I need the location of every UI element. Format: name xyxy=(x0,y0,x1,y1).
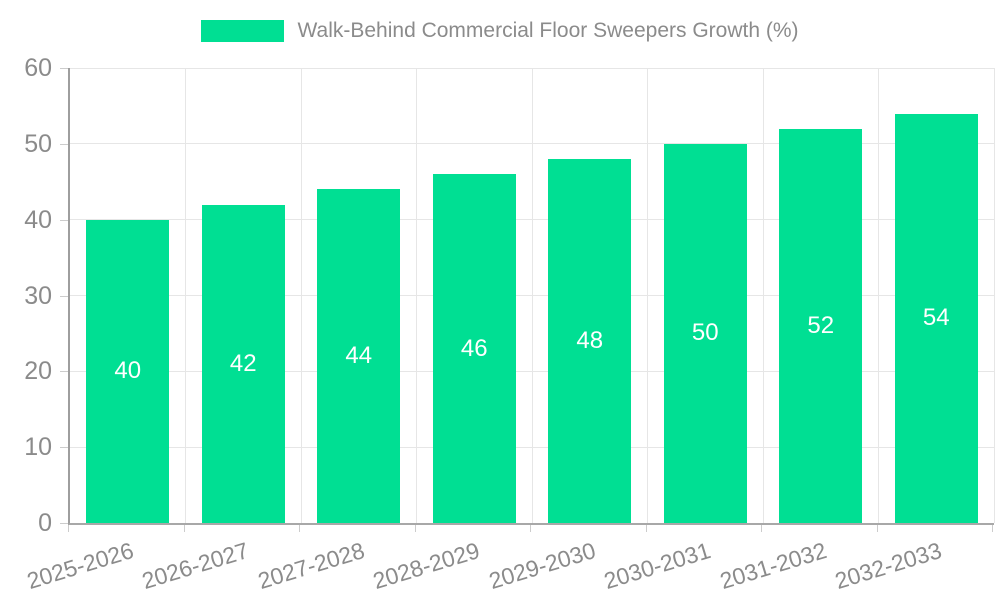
y-axis-tick xyxy=(60,68,68,69)
bar-value-label: 42 xyxy=(229,349,257,377)
y-tick-label-60: 60 xyxy=(24,54,52,82)
x-axis-tick xyxy=(68,525,69,532)
v-gridline-8 xyxy=(993,68,995,523)
v-gridline-6 xyxy=(762,68,764,523)
v-gridline-7 xyxy=(878,68,879,523)
x-axis-tick xyxy=(876,525,878,532)
bar-2029-2030[interactable]: 48 xyxy=(548,159,632,523)
legend[interactable]: Walk-Behind Commercial Floor Sweepers Gr… xyxy=(0,14,1000,48)
y-axis-tick xyxy=(60,295,68,297)
x-tick-label-2025-2026: 2025-2026 xyxy=(23,537,137,595)
y-axis-tick xyxy=(60,371,68,373)
x-axis-tick xyxy=(414,525,416,532)
bar-value-label: 54 xyxy=(922,304,950,332)
bar-value-label: 52 xyxy=(807,311,835,339)
x-tick-label-2027-2028: 2027-2028 xyxy=(254,537,368,595)
x-tick-label-2032-2033: 2032-2033 xyxy=(832,537,945,595)
y-tick-label-10: 10 xyxy=(24,433,52,462)
bar-2032-2033[interactable]: 54 xyxy=(894,113,978,523)
x-tick-label-2026-2027: 2026-2027 xyxy=(139,537,252,595)
x-tick-label-2030-2031: 2030-2031 xyxy=(601,537,714,595)
v-gridline-1 xyxy=(185,68,186,523)
v-gridline-5 xyxy=(647,68,648,523)
bar-value-label: 50 xyxy=(691,319,719,347)
bar-2025-2026[interactable]: 40 xyxy=(86,219,170,523)
x-tick-label-2029-2030: 2029-2030 xyxy=(485,537,599,595)
x-tick-label-2031-2032: 2031-2032 xyxy=(716,537,830,595)
v-gridline-4 xyxy=(531,68,533,523)
bar-2027-2028[interactable]: 44 xyxy=(317,189,401,523)
bar-2030-2031[interactable]: 50 xyxy=(663,143,747,523)
x-axis-tick xyxy=(645,525,647,532)
plot-area: 40 42 44 46 48 50 52 54 xyxy=(68,67,995,525)
y-tick-label-30: 30 xyxy=(24,281,52,310)
bar-2028-2029[interactable]: 46 xyxy=(432,174,516,523)
bar-value-label: 40 xyxy=(114,357,142,385)
x-axis-tick xyxy=(530,525,531,532)
y-axis-tick xyxy=(60,523,68,524)
v-gridline-2 xyxy=(300,68,302,523)
y-axis-tick xyxy=(60,143,68,145)
y-tick-label-40: 40 xyxy=(24,205,52,234)
y-tick-label-50: 50 xyxy=(24,129,52,158)
x-axis-tick xyxy=(761,525,762,532)
bar-2026-2027[interactable]: 42 xyxy=(201,204,285,523)
v-gridline-3 xyxy=(416,68,417,523)
y-tick-label-0: 0 xyxy=(38,509,52,537)
legend-swatch[interactable] xyxy=(201,20,285,42)
x-axis-tick xyxy=(992,525,993,532)
legend-label: Walk-Behind Commercial Floor Sweepers Gr… xyxy=(297,19,799,42)
bar-value-label: 44 xyxy=(345,342,373,370)
bar-2031-2032[interactable]: 52 xyxy=(779,128,863,523)
x-axis-tick xyxy=(183,525,185,532)
x-axis-tick xyxy=(299,525,300,532)
y-axis-tick xyxy=(60,447,68,449)
x-tick-label-2028-2029: 2028-2029 xyxy=(370,537,483,595)
y-axis-tick xyxy=(60,219,68,221)
y-tick-label-20: 20 xyxy=(24,357,52,386)
bar-value-label: 48 xyxy=(576,327,604,354)
bar-value-label: 46 xyxy=(460,334,488,362)
